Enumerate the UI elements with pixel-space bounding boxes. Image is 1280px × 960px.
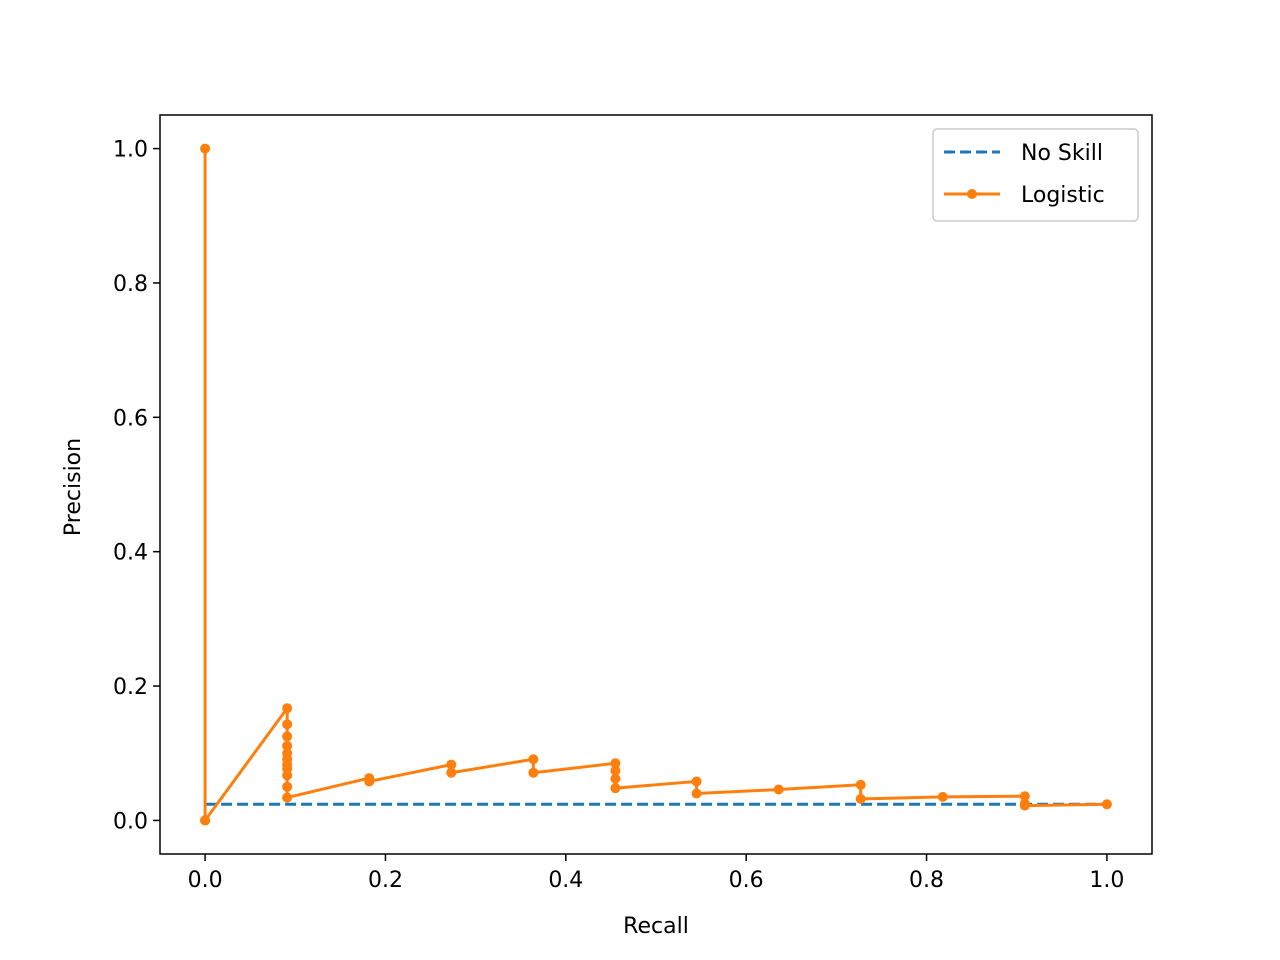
data-point-logistic — [855, 793, 866, 804]
data-point-logistic — [937, 791, 948, 802]
data-point-logistic — [1101, 799, 1112, 810]
data-point-logistic — [446, 767, 457, 778]
x-tick-label: 0.0 — [188, 868, 223, 893]
y-tick-label: 0.2 — [113, 675, 148, 700]
data-point-logistic — [282, 792, 293, 803]
data-point-logistic — [610, 765, 621, 776]
legend: No Skill Logistic — [932, 128, 1139, 222]
legend-label-logistic: Logistic — [1021, 183, 1105, 208]
data-point-logistic — [282, 731, 293, 742]
data-point-logistic — [282, 740, 293, 751]
data-point-logistic — [610, 758, 621, 769]
series-layer — [200, 143, 1112, 826]
data-point-logistic — [610, 773, 621, 784]
y-tick-label: 0.4 — [113, 541, 148, 566]
x-tick-label: 1.0 — [1089, 868, 1124, 893]
data-point-logistic — [200, 143, 211, 154]
x-tick-label: 0.6 — [729, 868, 764, 893]
plot-area — [160, 115, 1152, 854]
data-point-logistic — [528, 767, 539, 778]
y-axis-ticks: 0.0 0.2 0.4 0.6 0.8 1.0 — [113, 138, 160, 834]
legend-marker-logistic — [967, 189, 977, 199]
data-point-logistic — [773, 784, 784, 795]
data-point-logistic — [1019, 791, 1030, 802]
data-point-logistic — [282, 781, 293, 792]
y-axis-label: Precision — [61, 438, 86, 536]
x-axis-label: Recall — [623, 914, 689, 939]
data-point-logistic — [200, 815, 211, 826]
data-point-logistic — [282, 719, 293, 730]
data-point-logistic — [528, 754, 539, 765]
plot-frame — [159, 114, 1153, 855]
data-point-logistic — [691, 788, 702, 799]
y-tick-label: 0.8 — [113, 272, 148, 297]
data-point-logistic — [691, 776, 702, 787]
data-point-logistic — [855, 779, 866, 790]
data-point-logistic — [1019, 800, 1030, 811]
data-point-logistic — [446, 759, 457, 770]
y-tick-label: 1.0 — [113, 138, 148, 163]
y-tick-label: 0.0 — [113, 809, 148, 834]
x-tick-label: 0.2 — [368, 868, 403, 893]
y-tick-label: 0.6 — [113, 406, 148, 431]
x-axis-ticks: 0.0 0.2 0.4 0.6 0.8 1.0 — [188, 854, 1124, 893]
data-point-logistic — [364, 776, 375, 787]
data-point-logistic — [610, 783, 621, 794]
x-tick-label: 0.8 — [909, 868, 944, 893]
data-point-logistic — [282, 703, 293, 714]
x-tick-label: 0.4 — [548, 868, 583, 893]
data-point-logistic — [282, 770, 293, 781]
legend-label-no-skill: No Skill — [1021, 141, 1103, 166]
